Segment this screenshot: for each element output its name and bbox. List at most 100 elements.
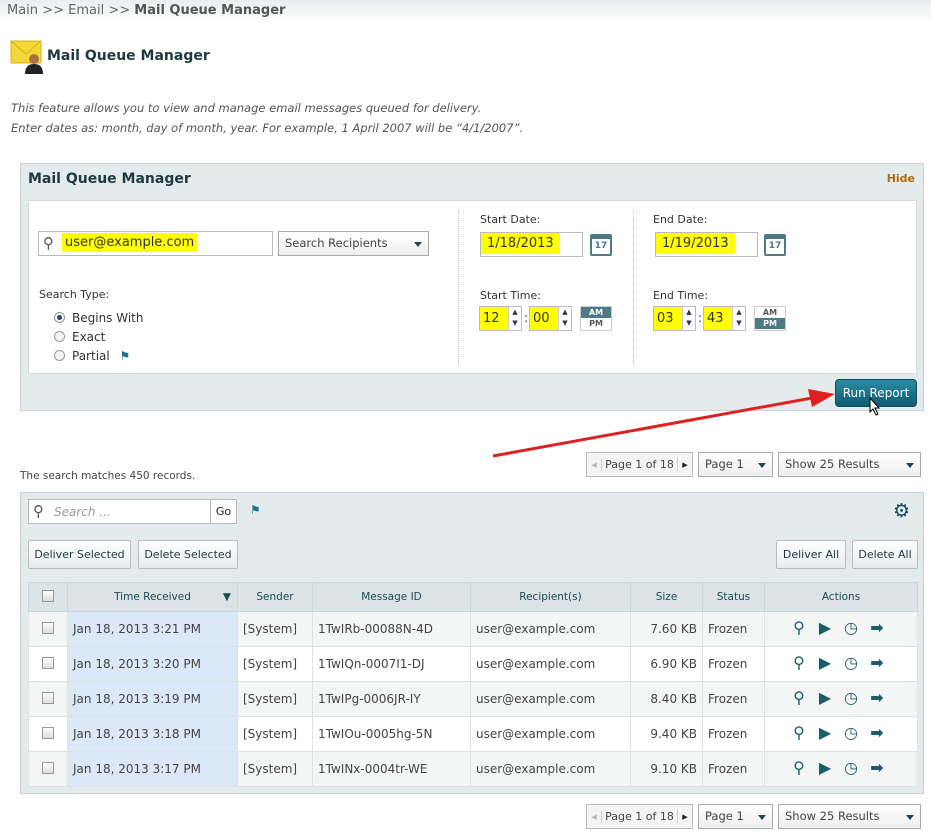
prev-page-button[interactable]: ◂ — [591, 810, 597, 823]
calendar-icon[interactable]: 17 — [764, 234, 786, 256]
select-all-checkbox[interactable] — [28, 582, 68, 612]
prev-page-button[interactable]: ◂ — [591, 458, 597, 471]
radio-icon — [54, 312, 65, 323]
crumb-main[interactable]: Main — [7, 3, 39, 18]
pager: ◂ Page 1 of 18 ▸ — [586, 452, 693, 477]
view-message-icon[interactable]: ⚲ — [793, 653, 805, 672]
col-message-id[interactable]: Message ID — [312, 582, 471, 612]
col-recipients[interactable]: Recipient(s) — [470, 582, 631, 612]
go-button[interactable]: Go — [210, 499, 237, 524]
deliver-message-icon[interactable]: ▶ — [818, 688, 832, 707]
col-status[interactable]: Status — [702, 582, 765, 612]
view-message-icon[interactable]: ⚲ — [793, 618, 805, 637]
next-page-button[interactable]: ▸ — [682, 810, 688, 823]
radio-icon — [54, 350, 65, 361]
deliver-message-icon[interactable]: ▶ — [818, 723, 832, 742]
forward-mail-icon[interactable]: ➡ — [870, 758, 884, 777]
run-report-button[interactable]: Run Report — [835, 379, 917, 407]
view-message-icon[interactable]: ⚲ — [793, 758, 805, 777]
forward-mail-icon[interactable]: ➡ — [870, 653, 884, 672]
time-colon: : — [698, 311, 703, 325]
row-checkbox[interactable] — [28, 716, 68, 752]
sort-desc-icon: ▼ — [222, 591, 231, 603]
cell-size: 8.40 KB — [630, 681, 703, 717]
view-message-icon[interactable]: ⚲ — [793, 723, 805, 742]
start-ampm-toggle[interactable]: AM PM — [580, 306, 612, 331]
end-ampm-toggle[interactable]: AM PM — [754, 306, 786, 331]
row-checkbox[interactable] — [28, 681, 68, 717]
row-checkbox[interactable] — [28, 646, 68, 682]
forward-mail-icon[interactable]: ➡ — [870, 688, 884, 707]
forward-mail-icon[interactable]: ➡ — [870, 723, 884, 742]
history-icon[interactable]: ◷ — [844, 723, 858, 742]
delete-selected-button[interactable]: Delete Selected — [138, 540, 238, 569]
cell-sender: [System] — [237, 751, 313, 787]
col-time-received[interactable]: Time Received ▼ — [67, 582, 238, 612]
cell-recipient: user@example.com — [470, 611, 631, 647]
cell-status: Frozen — [702, 751, 765, 787]
end-date-input[interactable]: 1/19/2013 — [655, 232, 758, 257]
radio-exact[interactable]: Exact — [54, 330, 105, 344]
history-icon[interactable]: ◷ — [844, 758, 858, 777]
calendar-icon[interactable]: 17 — [590, 234, 612, 256]
cell-time: Jan 18, 2013 3:20 PM — [67, 646, 238, 682]
crumb-email[interactable]: Email — [68, 3, 105, 18]
end-minute-stepper[interactable]: 43 ▲ ▼ — [703, 306, 746, 331]
table-row: Jan 18, 2013 3:21 PM [System] 1TwIRb-000… — [28, 611, 918, 647]
page-size-select[interactable]: Show 25 Results — [778, 452, 921, 477]
delete-all-button[interactable]: Delete All — [852, 540, 918, 569]
start-date-input[interactable]: 1/18/2013 — [480, 232, 583, 257]
deliver-message-icon[interactable]: ▶ — [818, 653, 832, 672]
table-header: Time Received ▼ Sender Message ID Recipie… — [28, 582, 918, 612]
deliver-all-button[interactable]: Deliver All — [776, 540, 846, 569]
forward-mail-icon[interactable]: ➡ — [870, 618, 884, 637]
row-checkbox[interactable] — [28, 751, 68, 787]
search-recipient-input[interactable]: ⚲ user@example.com — [38, 231, 273, 256]
help-tag-icon[interactable]: ⚑ — [119, 349, 131, 363]
end-hour-stepper[interactable]: 03 ▲ ▼ — [653, 306, 696, 331]
cell-time: Jan 18, 2013 3:18 PM — [67, 716, 238, 752]
radio-partial[interactable]: Partial ⚑ — [54, 349, 130, 363]
pager-label: Page 1 of 18 — [601, 810, 678, 823]
queue-table: Time Received ▼ Sender Message ID Recipie… — [28, 582, 918, 787]
view-message-icon[interactable]: ⚲ — [793, 688, 805, 707]
cell-time: Jan 18, 2013 3:19 PM — [67, 681, 238, 717]
table-row: Jan 18, 2013 3:17 PM [System] 1TwINx-000… — [28, 751, 918, 787]
deliver-message-icon[interactable]: ▶ — [818, 618, 832, 637]
col-size[interactable]: Size — [630, 582, 703, 612]
page-size-select-bottom[interactable]: Show 25 Results — [778, 804, 921, 829]
history-icon[interactable]: ◷ — [844, 688, 858, 707]
cell-recipient: user@example.com — [470, 751, 631, 787]
hide-link[interactable]: Hide — [886, 172, 915, 185]
page-select-bottom[interactable]: Page 1 — [698, 804, 773, 829]
mail-user-icon — [10, 40, 43, 74]
deliver-selected-button[interactable]: Deliver Selected — [28, 540, 131, 569]
filter-form — [28, 200, 917, 374]
cell-time: Jan 18, 2013 3:17 PM — [67, 751, 238, 787]
search-icon: ⚲ — [43, 234, 54, 252]
search-value: user@example.com — [62, 233, 198, 252]
start-hour-stepper[interactable]: 12 ▲ ▼ — [479, 306, 522, 331]
table-row: Jan 18, 2013 3:20 PM [System] 1TwIQn-000… — [28, 646, 918, 682]
radio-begins-with[interactable]: Begins With — [54, 311, 143, 325]
crumb-sep: >> — [108, 3, 131, 18]
end-date-label: End Date: — [653, 213, 708, 226]
next-page-button[interactable]: ▸ — [682, 458, 688, 471]
page-select[interactable]: Page 1 — [698, 452, 773, 477]
help-tag-icon[interactable]: ⚑ — [250, 503, 261, 517]
cell-size: 9.10 KB — [630, 751, 703, 787]
deliver-message-icon[interactable]: ▶ — [818, 758, 832, 777]
table-row: Jan 18, 2013 3:18 PM [System] 1TwIOu-000… — [28, 716, 918, 752]
gear-icon[interactable]: ⚙ — [893, 500, 911, 522]
cell-message-id: 1TwIQn-0007I1-DJ — [312, 646, 471, 682]
filter-panel: Mail Queue Manager Hide — [20, 163, 924, 411]
row-checkbox[interactable] — [28, 611, 68, 647]
history-icon[interactable]: ◷ — [844, 653, 858, 672]
history-icon[interactable]: ◷ — [844, 618, 858, 637]
crumb-current: Mail Queue Manager — [134, 3, 286, 18]
results-search-input[interactable]: ⚲ Search ... — [28, 499, 211, 524]
col-sender[interactable]: Sender — [237, 582, 313, 612]
search-field-select[interactable]: Search Recipients — [278, 231, 429, 256]
start-minute-stepper[interactable]: 00 ▲ ▼ — [529, 306, 572, 331]
cell-size: 6.90 KB — [630, 646, 703, 682]
